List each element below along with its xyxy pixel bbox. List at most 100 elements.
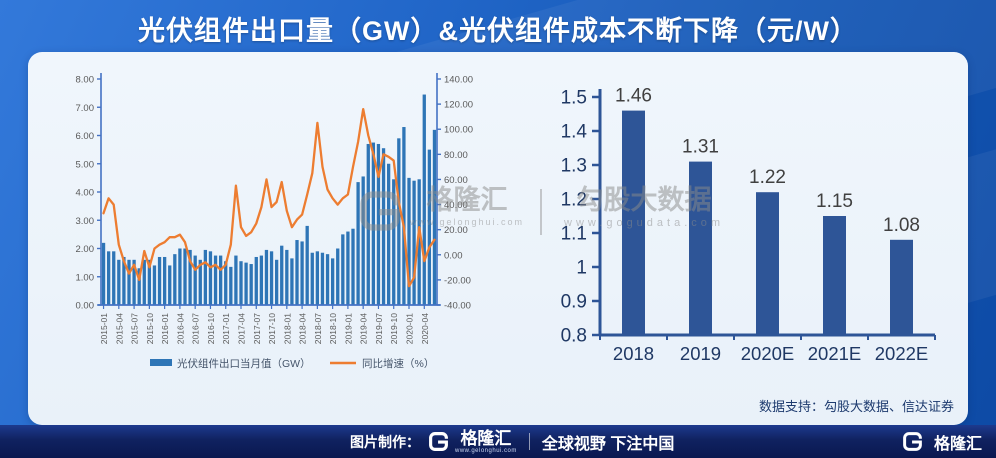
x-axis-tick-label: 2017-10 [267,313,277,344]
legend-bar-swatch [150,359,172,366]
bar [157,256,162,305]
x-axis-tick-label: 2015-10 [145,313,155,344]
left-axis-tick-label: 4.00 [76,188,95,199]
bar [147,259,152,305]
gelonghui-logo-icon [903,432,922,451]
x-axis-tick-label: 2018-04 [298,313,308,344]
x-axis-tick-label: 2019-01 [343,313,353,344]
bar [162,256,167,305]
x-axis-category-label: 2022E [875,343,929,364]
right-axis-tick-label: 80.00 [444,150,468,161]
y-axis-tick-label: 1.1 [561,224,587,245]
legend-bar-label: 光伏组件出口当月值（GW） [177,357,311,370]
chart-card: 8.00 7.00 6.00 5.00 4.00 3.00 2.00 1.00 0.00 140.… [28,52,968,425]
x-axis-tick-label: 2020-01 [405,313,415,344]
bar [397,138,401,305]
bar [112,251,116,305]
bar [213,255,218,305]
bar [183,248,187,305]
bar [198,259,202,305]
footer-brand: 格隆汇 www.gelonghui.com [455,430,517,454]
bar [689,161,712,335]
bar [310,252,314,305]
bar [295,240,299,305]
bar [249,264,253,305]
bar [117,259,121,305]
bar [229,266,233,305]
y-axis-tick-label: 1.5 [561,88,587,109]
x-axis-tick-label: 2019-10 [389,313,399,344]
bar [127,259,131,305]
bar [193,255,197,305]
left-axis-tick-label: 6.00 [76,131,95,142]
bar [366,143,370,305]
bar [101,242,106,305]
bar [622,110,645,335]
y-axis-tick-label: 1 [576,258,587,279]
credit-label: 图片制作： [350,433,420,450]
x-axis-tick-label: 2015-04 [114,313,124,344]
footer-brand-url: www.gelonghui.com [455,447,517,454]
bar [152,265,157,305]
bar [264,249,269,305]
gelonghui-logo-icon [429,432,448,451]
footer-bar: 图片制作： 格隆汇 www.gelonghui.com 全球视野 下注中国 格隆… [0,425,996,458]
x-axis-tick-label: 2016-07 [191,313,201,344]
bar [280,245,284,305]
bar [224,261,228,305]
growth-line-series [102,107,436,288]
right-axis-tick-label: 120.00 [444,100,473,111]
bar [381,148,386,305]
bar [890,239,913,335]
x-axis-tick-label: 2018-10 [328,313,338,344]
footer-slogan: 全球视野 下注中国 [541,435,675,453]
module-cost-bar-chart: 1.5 1.4 1.3 1.2 1.1 1 0.9 0.8 1.46 2018 1.31 2019 1.… [561,86,936,364]
bar [371,142,376,305]
bar [356,182,360,305]
bar [422,94,426,305]
left-axis-tick-label: 7.00 [76,103,95,114]
export-volume-combo-chart: 8.00 7.00 6.00 5.00 4.00 3.00 2.00 1.00 0.00 140.… [76,73,473,370]
x-axis-tick-label: 2017-01 [221,313,231,344]
x-axis-category-label: 2018 [613,343,654,364]
bar [336,248,340,305]
bar [305,225,309,305]
legend-line-label: 同比增速（%） [362,357,434,370]
bar [300,241,304,305]
left-axis-tick-label: 1.00 [76,272,95,283]
bar [203,249,208,305]
x-axis-category-label: 2020E [741,343,795,364]
bar [320,252,325,305]
footer-divider [528,433,530,450]
bar [122,256,126,305]
x-axis-tick-label: 2018-01 [282,313,292,344]
bar-value-label: 1.15 [816,191,853,212]
bar [290,258,294,305]
footer-credit: 图片制作： 格隆汇 www.gelonghui.com 全球视野 下注中国 [350,430,674,454]
x-axis-tick-label: 2018-07 [313,313,323,344]
bar [341,234,345,305]
y-axis-tick-label: 1.4 [561,122,588,143]
bar [315,251,320,305]
bar [168,265,172,305]
y-axis-tick-label: 0.8 [561,326,587,347]
bar [346,231,350,305]
x-axis-category-label: 2019 [680,343,721,364]
right-axis-tick-label: 20.00 [444,225,468,236]
bar [412,180,416,305]
bar [239,261,243,305]
bar-value-label: 1.46 [615,86,652,107]
x-axis-tick-label: 2020-04 [420,313,430,344]
bar [386,163,391,305]
bar [330,258,335,305]
x-axis-tick-label: 2016-10 [206,313,216,344]
bar [234,255,238,305]
x-axis-tick-label: 2016-04 [175,313,185,344]
footer-brand-name: 格隆汇 [460,428,512,448]
bar [259,255,264,305]
bar [432,129,437,305]
bar [173,254,177,305]
bar [361,176,365,305]
bar [142,259,146,305]
